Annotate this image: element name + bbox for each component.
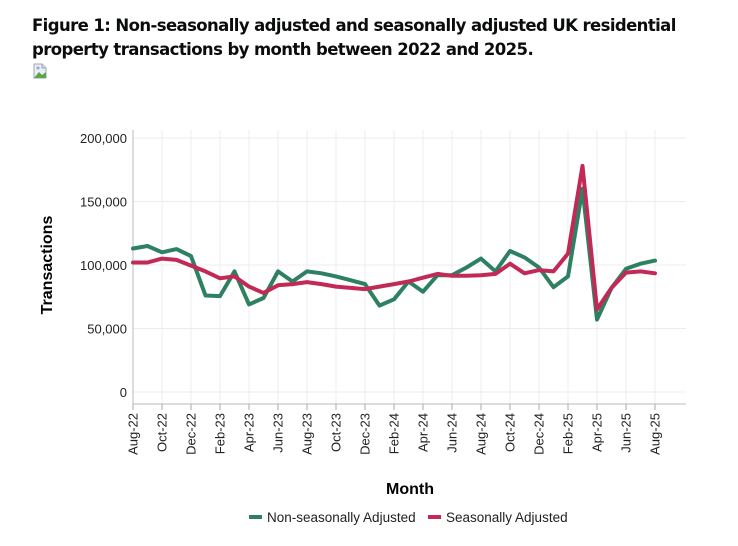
x-tick-label: Feb-25 [561, 413, 576, 454]
x-tick-label: Aug-23 [300, 413, 315, 455]
legend-label-seasonal: Seasonally Adjusted [446, 510, 568, 525]
x-tick-label: Dec-22 [184, 413, 199, 455]
legend-swatch-non-seasonal [249, 515, 262, 519]
y-tick-label: 50,000 [87, 322, 127, 337]
x-tick-label: Dec-23 [358, 413, 373, 455]
x-tick-label: Aug-22 [126, 413, 141, 455]
x-tick-label: Jun-23 [271, 413, 286, 453]
broken-image-icon [33, 63, 47, 79]
x-tick-label: Apr-25 [590, 413, 605, 452]
y-tick-label: 100,000 [80, 258, 127, 273]
x-tick-label: Jun-25 [619, 413, 634, 453]
x-tick-label: Jun-24 [445, 413, 460, 453]
x-tick-label: Oct-22 [155, 413, 170, 452]
x-tick-label: Oct-24 [503, 413, 518, 452]
axes [132, 130, 686, 405]
legend: Non-seasonally Adjusted Seasonally Adjus… [249, 510, 568, 525]
gridlines [132, 130, 686, 404]
series-line-seasonal [131, 163, 657, 312]
figure-title: Figure 1: Non-seasonally adjusted and se… [32, 16, 676, 59]
legend-swatch-seasonal [428, 515, 441, 519]
y-axis-ticks: 0 50,000 100,000 150,000 200,000 [80, 131, 127, 400]
x-tick-label: Feb-24 [387, 413, 402, 454]
x-tick-label: Feb-23 [213, 413, 228, 454]
series-lines [131, 163, 657, 322]
x-axis-title: Month [386, 481, 434, 498]
legend-label-non-seasonal: Non-seasonally Adjusted [267, 510, 416, 525]
y-tick-label: 0 [120, 385, 127, 400]
series-line-non-seasonal [131, 186, 657, 322]
x-tick-label: Aug-24 [474, 413, 489, 455]
legend-item-seasonal[interactable]: Seasonally Adjusted [428, 510, 568, 525]
y-tick-label: 200,000 [80, 131, 127, 146]
x-tick-label: Dec-24 [532, 413, 547, 455]
x-tick-label: Apr-24 [416, 413, 431, 452]
legend-item-non-seasonal[interactable]: Non-seasonally Adjusted [249, 510, 416, 525]
y-axis-title: Transactions [39, 216, 56, 315]
x-axis-ticks: Aug-22 Oct-22 Dec-22 Feb-23 Apr-23 Jun-23 Aug-… [126, 404, 663, 455]
x-tick-label: Aug-25 [648, 413, 663, 455]
x-tick-label: Apr-23 [242, 413, 257, 452]
y-tick-label: 150,000 [80, 195, 127, 210]
x-tick-label: Oct-23 [329, 413, 344, 452]
